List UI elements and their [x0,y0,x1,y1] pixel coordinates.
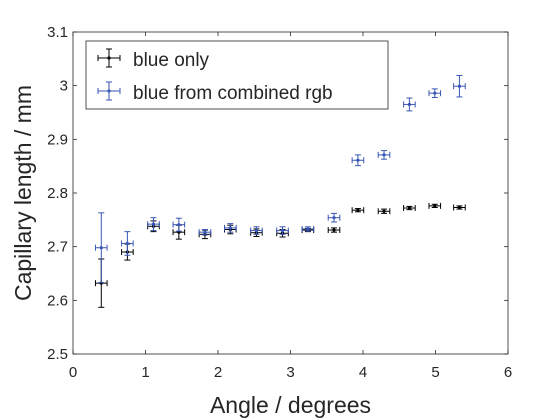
data-point-marker [433,91,437,95]
data-point-marker [280,228,285,233]
legend-marker [97,48,121,68]
x-axis-title: Angle / degrees [210,392,371,418]
x-tick-label: 2 [214,364,222,381]
data-point-marker [99,246,103,250]
y-tick-label: 2.8 [47,185,68,202]
data-point [327,227,341,234]
data-point-marker [407,206,411,210]
y-tick-label: 2.6 [47,292,68,309]
y-tick-label: 2.7 [47,239,68,256]
data-point [121,231,134,256]
y-tick-label: 2.9 [47,131,68,148]
data-point-marker [356,208,360,212]
legend-label-blue-only: blue only [133,50,210,71]
series-0 [94,202,466,308]
legend: blue only blue from combined rgb [85,40,389,110]
x-tick-label: 0 [69,364,77,381]
data-point [276,226,289,235]
data-point [147,217,160,232]
data-point [453,74,466,98]
data-point [428,88,442,98]
data-point-marker [332,228,336,232]
data-point-marker [457,205,462,210]
x-tick-label: 4 [359,364,367,381]
legend-marker [97,81,121,101]
data-point [94,212,108,284]
data-point-marker [356,158,360,162]
data-point-marker [228,226,232,230]
data-point [198,228,212,236]
data-point [428,202,442,209]
data-point-marker [177,223,181,227]
y-tick-label: 3 [60,78,68,95]
x-tick-label: 3 [286,364,294,381]
data-point [327,212,341,223]
x-tick-label: 6 [504,364,512,381]
series-1 [94,74,466,284]
data-point [301,225,315,232]
data-point [351,207,365,214]
data-point-marker [254,228,259,233]
x-tick-label: 1 [141,364,149,381]
data-point [403,205,416,212]
legend-label-blue-from-combined-rgb: blue from combined rgb [133,83,333,104]
legend-symbol-blue-only [97,48,121,68]
data-point [377,150,391,160]
y-tick-label: 3.1 [47,24,68,41]
data-point-marker [382,153,386,157]
data-point-marker [107,89,111,93]
data-point-marker [407,102,411,107]
data-point-marker [433,204,437,208]
y-axis-title: Capillary length / mm [10,85,36,301]
data-point [351,154,365,167]
data-point-marker [382,209,386,213]
data-point-marker [332,216,336,220]
data-point [250,226,263,235]
data-point-marker [151,222,156,226]
series-layer [94,74,466,308]
legend-symbol-blue-from-combined-rgb [97,81,121,101]
data-point [224,223,237,233]
data-point [172,217,186,232]
x-tick-label: 5 [431,364,439,381]
data-point [377,208,391,215]
data-point [403,97,416,112]
data-point-marker [306,227,310,231]
data-point-marker [107,56,111,60]
legend-box [85,40,389,110]
x-axis-ticks: 0 1 2 3 4 5 6 [69,32,512,381]
data-point-marker [125,241,129,246]
data-point-marker [457,84,462,88]
y-axis-ticks: 2.5 2.6 2.7 2.8 2.9 3 3.1 [47,24,508,363]
y-tick-label: 2.5 [47,346,68,363]
data-point [453,204,466,211]
data-point-marker [203,230,207,234]
